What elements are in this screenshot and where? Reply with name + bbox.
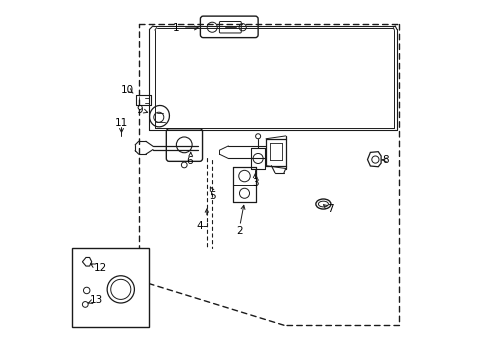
Text: 4: 4 [196,221,203,230]
Text: 10: 10 [120,85,133,95]
Text: 12: 12 [93,263,106,273]
Text: 7: 7 [326,204,333,214]
Text: 6: 6 [186,156,193,166]
Text: 5: 5 [209,191,216,201]
FancyBboxPatch shape [72,248,149,327]
Text: 9: 9 [136,105,142,115]
Text: 1: 1 [172,23,179,33]
Text: 2: 2 [236,226,243,236]
Text: 11: 11 [115,118,128,128]
Text: 8: 8 [382,155,388,165]
Text: 3: 3 [251,178,258,188]
Text: 13: 13 [90,296,103,306]
